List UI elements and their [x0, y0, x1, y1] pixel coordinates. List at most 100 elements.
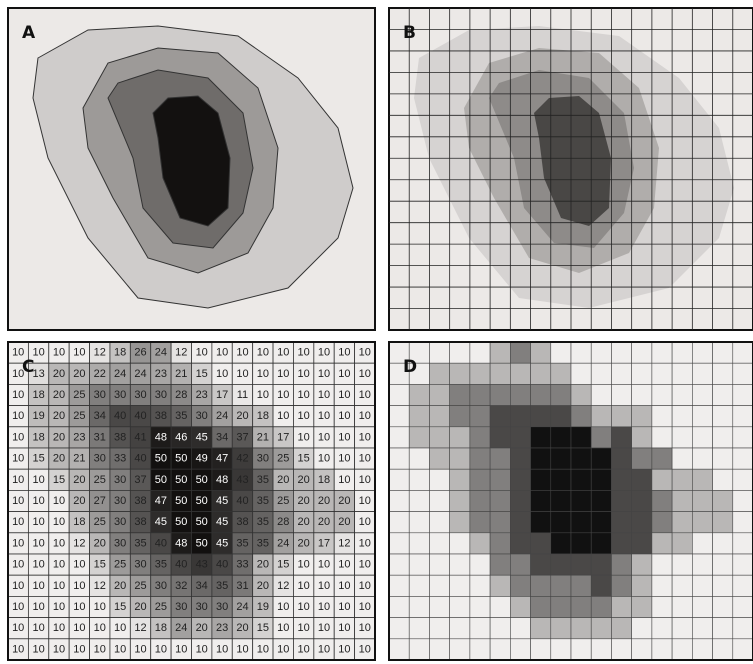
cell-value: 10: [298, 347, 310, 359]
cell-value: 10: [359, 495, 371, 507]
cell-value: 20: [73, 495, 85, 507]
cell-value: 10: [318, 347, 330, 359]
cell-value: 10: [155, 643, 167, 655]
cell-value: 45: [155, 516, 167, 528]
pixel: [632, 533, 652, 554]
cell-value: 10: [12, 495, 24, 507]
pixel: [591, 512, 611, 533]
cell-value: 34: [216, 431, 228, 443]
pixel: [672, 469, 692, 490]
pixel: [450, 406, 470, 427]
pixel: [409, 639, 429, 660]
pixel: [450, 575, 470, 596]
pixel: [591, 575, 611, 596]
cell-value: 12: [175, 347, 187, 359]
cell-value: 10: [338, 410, 350, 422]
pixel: [490, 427, 510, 448]
cell-value: 45: [216, 516, 228, 528]
pixel: [470, 639, 490, 660]
cell-value: 10: [257, 389, 269, 401]
page: {"panels": {"a": {"label": "A"}, "b": {"…: [0, 0, 753, 664]
pixel: [632, 384, 652, 405]
pixel: [429, 596, 449, 617]
pixel: [571, 469, 591, 490]
pixel: [713, 512, 733, 533]
cell-value: 20: [134, 601, 146, 613]
panel-c: 1010101012182624121010101010101010101013…: [8, 342, 375, 660]
pixel: [470, 575, 490, 596]
cell-value: 45: [196, 431, 208, 443]
cell-value: 10: [318, 580, 330, 592]
cell-value: 30: [155, 580, 167, 592]
pixel: [510, 596, 530, 617]
cell-value: 10: [359, 474, 371, 486]
cell-value: 21: [175, 368, 187, 380]
pixel: [672, 342, 692, 363]
pixel: [490, 596, 510, 617]
cell-value: 15: [114, 601, 126, 613]
pixel: [409, 512, 429, 533]
cell-value: 10: [53, 622, 65, 634]
pixel: [571, 575, 591, 596]
pixel: [429, 554, 449, 575]
cell-value: 10: [32, 559, 44, 571]
pixel: [632, 490, 652, 511]
pixel: [692, 427, 712, 448]
pixel: [571, 639, 591, 660]
cell-value: 33: [114, 453, 126, 465]
pixel: [632, 448, 652, 469]
cell-value: 20: [236, 410, 248, 422]
pixel: [733, 639, 753, 660]
pixel: [389, 554, 409, 575]
cell-value: 10: [338, 389, 350, 401]
pixel: [510, 490, 530, 511]
cell-value: 20: [318, 516, 330, 528]
pixel: [713, 533, 733, 554]
pixel: [652, 448, 672, 469]
pixel: [611, 469, 631, 490]
pixel: [733, 596, 753, 617]
pixel: [450, 618, 470, 639]
pixel: [429, 384, 449, 405]
cell-value: 47: [155, 495, 167, 507]
cell-value: 50: [175, 474, 187, 486]
cell-value: 10: [359, 410, 371, 422]
pixel: [692, 554, 712, 575]
pixel: [531, 427, 551, 448]
pixel: [450, 533, 470, 554]
pixel: [490, 639, 510, 660]
cell-value: 10: [94, 601, 106, 613]
cell-value: 10: [12, 601, 24, 613]
cell-value: 10: [94, 622, 106, 634]
pixel: [733, 427, 753, 448]
pixel: [389, 639, 409, 660]
pixel: [611, 596, 631, 617]
cell-value: 30: [216, 601, 228, 613]
cell-value: 10: [257, 368, 269, 380]
cell-value: 30: [114, 474, 126, 486]
pixel: [733, 384, 753, 405]
cell-value: 35: [257, 537, 269, 549]
pixel: [672, 575, 692, 596]
pixel: [591, 533, 611, 554]
cell-value: 15: [196, 368, 208, 380]
cell-value: 10: [175, 643, 187, 655]
cell-value: 10: [359, 601, 371, 613]
pixel: [571, 533, 591, 554]
pixel: [692, 618, 712, 639]
pixel: [713, 427, 733, 448]
pixel: [591, 363, 611, 384]
pixel: [591, 448, 611, 469]
cell-value: 10: [32, 622, 44, 634]
cell-value: 20: [236, 622, 248, 634]
cell-value: 10: [114, 643, 126, 655]
pixel: [692, 384, 712, 405]
pixel: [632, 406, 652, 427]
panel-label: D: [403, 357, 417, 377]
cell-value: 48: [216, 474, 228, 486]
pixel: [531, 512, 551, 533]
cell-value: 12: [277, 580, 289, 592]
pixel: [490, 469, 510, 490]
pixel: [531, 384, 551, 405]
pixel: [632, 512, 652, 533]
